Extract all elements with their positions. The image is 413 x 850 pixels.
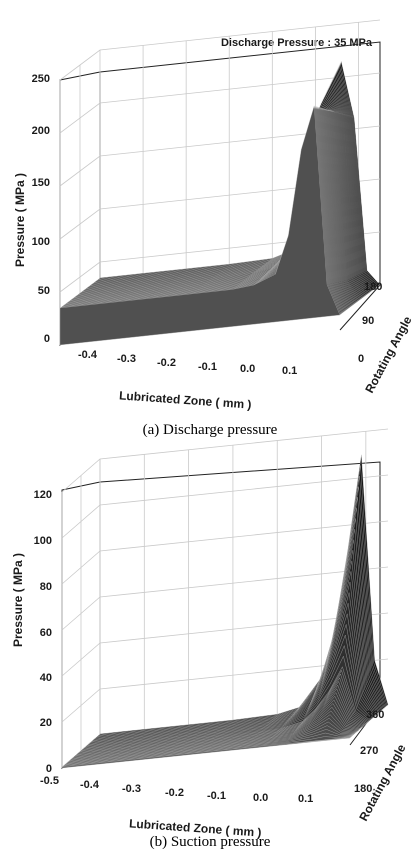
gridline [61, 428, 389, 493]
y-tick: 250 [32, 73, 50, 85]
x-tick: -0.3 [117, 353, 136, 365]
panel-suction: 0 20 40 60 80 100 120 Pressure ( MPa ) -… [11, 428, 409, 850]
z-ticks: 180 270 360 [354, 709, 384, 795]
x-tick: -0.1 [198, 361, 217, 373]
x-tick: 0.1 [282, 365, 297, 377]
y-ticks: 0 20 40 60 80 100 120 [34, 489, 52, 775]
y-tick: 120 [34, 489, 52, 501]
surface [61, 454, 389, 769]
x-axis-label: Lubricated Zone ( mm ) [119, 388, 252, 411]
y-tick: 100 [32, 236, 50, 248]
z-ticks: 0 90 180 [358, 281, 382, 365]
gridline [61, 474, 389, 539]
z-tick: 90 [362, 315, 374, 327]
surface [59, 61, 381, 346]
x-ticks: -0.5 -0.4 -0.3 -0.2 -0.1 0.0 0.1 [40, 775, 313, 805]
z-tick: 180 [354, 783, 372, 795]
x-tick: -0.2 [157, 357, 176, 369]
y-tick: 0 [46, 763, 52, 775]
x-tick: -0.1 [207, 790, 226, 802]
y-ticks: 0 50 100 150 200 250 [32, 73, 50, 345]
y-tick: 150 [32, 177, 50, 189]
x-tick: -0.2 [165, 787, 184, 799]
y-axis-label: Pressure ( MPa ) [11, 553, 25, 647]
gridline [61, 520, 389, 585]
x-tick: 0.0 [253, 792, 268, 804]
title-discharge: Discharge Pressure : 35 MPa [221, 37, 373, 49]
y-tick: 80 [40, 581, 52, 593]
surface-strip [64, 729, 354, 766]
z-tick: 0 [358, 353, 364, 365]
surface-strip [65, 725, 354, 765]
x-tick: -0.4 [78, 349, 98, 361]
x-ticks: -0.4 -0.3 -0.2 -0.1 0.0 0.1 [78, 349, 297, 377]
caption-discharge: (a) Discharge pressure [143, 422, 278, 438]
z-tick: 180 [364, 281, 382, 293]
y-tick: 40 [40, 672, 52, 684]
z-tick: 270 [360, 745, 378, 757]
x-tick: -0.3 [122, 783, 141, 795]
y-tick: 60 [40, 627, 52, 639]
y-axis-label: Pressure ( MPa ) [13, 173, 27, 267]
x-tick: -0.5 [40, 775, 59, 787]
panel-discharge: Discharge Pressure : 35 MPa 0 50 100 150… [13, 19, 413, 438]
y-tick: 20 [40, 717, 52, 729]
z-tick: 360 [366, 709, 384, 721]
y-tick: 100 [34, 535, 52, 547]
y-tick: 200 [32, 125, 50, 137]
y-tick: 50 [38, 285, 50, 297]
x-tick: 0.0 [240, 363, 255, 375]
y-tick: 0 [44, 333, 50, 345]
x-tick: -0.4 [80, 779, 100, 791]
surface-strip [63, 732, 353, 767]
x-tick: 0.1 [298, 793, 313, 805]
surface-strip [59, 105, 341, 346]
surface-strip [85, 613, 374, 748]
caption-suction: (b) Suction pressure [150, 834, 271, 850]
surface-strip [61, 737, 351, 769]
